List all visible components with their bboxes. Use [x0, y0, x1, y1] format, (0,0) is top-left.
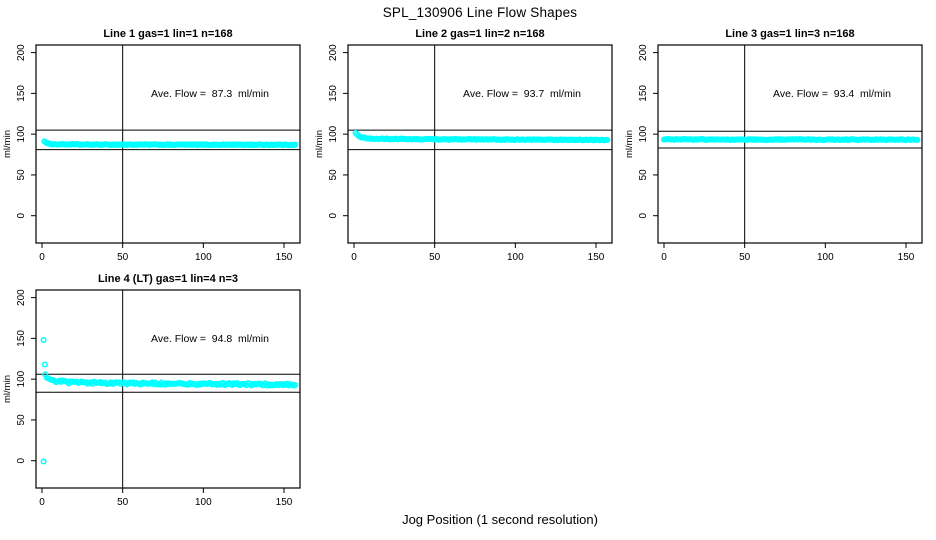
y-tick-label: 50 — [328, 169, 339, 181]
y-tick-label: 150 — [328, 85, 339, 102]
data-points — [40, 336, 299, 465]
y-tick-label: 200 — [16, 289, 27, 306]
x-tick-label: 150 — [588, 252, 605, 263]
panel-title: Line 2 gas=1 lin=2 n=168 — [415, 28, 544, 40]
ave-flow-annotation: Ave. Flow = 93.4 ml/min — [773, 88, 891, 100]
ave-flow-annotation: Ave. Flow = 93.7 ml/min — [463, 88, 581, 100]
x-tick-label: 50 — [117, 497, 129, 508]
y-tick-label: 0 — [638, 212, 649, 218]
data-points — [660, 136, 921, 144]
y-tick-label: 50 — [638, 169, 649, 181]
x-tick-label: 150 — [898, 252, 915, 263]
y-tick-label: 100 — [16, 370, 27, 387]
plot-frame — [347, 44, 613, 244]
plot-frame — [657, 44, 923, 244]
x-tick-label: 100 — [195, 252, 212, 263]
y-tick-label: 100 — [638, 125, 649, 142]
y-tick-label: 100 — [328, 125, 339, 142]
data-points — [41, 138, 299, 149]
y-axis-label: ml/min — [624, 130, 635, 158]
figure-title: SPL_130906 Line Flow Shapes — [382, 5, 578, 20]
x-tick-label: 50 — [117, 252, 129, 263]
axis-ticks: 0 50 100 150 0 50 100 150 200 — [328, 44, 605, 263]
x-tick-label: 50 — [429, 252, 441, 263]
x-tick-label: 150 — [276, 497, 293, 508]
axis-ticks: 0 50 100 150 0 50 100 150 200 — [638, 44, 915, 263]
x-tick-label: 100 — [817, 252, 834, 263]
panel-line-2-chart: 0 50 100 150 0 50 100 150 200 ml/min Line 2 gas=1 … — [314, 28, 613, 263]
panel-line-4-chart: 0 50 100 150 0 50 100 150 200 ml/min Line 4 (LT) g… — [2, 273, 301, 508]
panel-title: Line 3 gas=1 lin=3 n=168 — [725, 28, 854, 40]
panel-title: Line 1 gas=1 lin=1 n=168 — [103, 28, 232, 40]
x-tick-label: 0 — [351, 252, 357, 263]
ave-flow-annotation: Ave. Flow = 87.3 ml/min — [151, 88, 269, 100]
y-tick-label: 50 — [16, 169, 27, 181]
x-tick-label: 100 — [507, 252, 524, 263]
y-tick-label: 100 — [16, 125, 27, 142]
y-axis-label: ml/min — [2, 375, 13, 403]
panel-line-3-chart: 0 50 100 150 0 50 100 150 200 ml/min Line 3 gas=1 … — [624, 28, 923, 263]
axis-ticks: 0 50 100 150 0 50 100 150 200 — [16, 44, 293, 263]
x-tick-label: 0 — [39, 252, 45, 263]
y-tick-label: 200 — [16, 44, 27, 61]
y-tick-label: 150 — [16, 85, 27, 102]
y-axis-label: ml/min — [2, 130, 13, 158]
plot-frame — [35, 289, 301, 489]
panel-title: Line 4 (LT) gas=1 lin=4 n=3 — [98, 273, 238, 285]
x-axis-label: Jog Position (1 second resolution) — [402, 512, 598, 527]
y-tick-label: 0 — [16, 457, 27, 463]
ave-flow-annotation: Ave. Flow = 94.8 ml/min — [151, 333, 269, 345]
axis-ticks: 0 50 100 150 0 50 100 150 200 — [16, 289, 293, 508]
x-tick-label: 100 — [195, 497, 212, 508]
y-tick-label: 150 — [638, 85, 649, 102]
y-tick-label: 200 — [638, 44, 649, 61]
y-tick-label: 0 — [16, 212, 27, 218]
y-tick-label: 150 — [16, 330, 27, 347]
x-tick-label: 50 — [739, 252, 751, 263]
y-tick-label: 0 — [328, 212, 339, 218]
x-tick-label: 150 — [276, 252, 293, 263]
y-tick-label: 50 — [16, 414, 27, 426]
panel-line-1-chart: 0 50 100 150 0 50 100 150 200 ml/min Line 1 gas=1 … — [2, 28, 301, 263]
plot-frame — [35, 44, 301, 244]
x-tick-label: 0 — [39, 497, 45, 508]
data-points — [352, 129, 611, 144]
y-tick-label: 200 — [328, 44, 339, 61]
x-tick-label: 0 — [661, 252, 667, 263]
y-axis-label: ml/min — [314, 130, 325, 158]
